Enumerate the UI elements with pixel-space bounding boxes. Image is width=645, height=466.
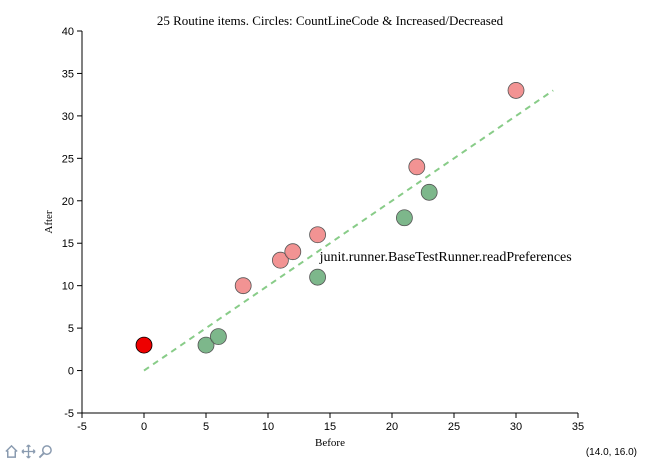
data-point-decreased-2 <box>309 268 327 286</box>
data-point-decreased-3 <box>395 209 413 227</box>
data-point-increased-4 <box>408 158 426 176</box>
x-tick-label: 30 <box>510 421 522 433</box>
data-point-decreased-0 <box>197 336 215 354</box>
x-tick-label: 35 <box>572 421 584 433</box>
home-icon[interactable] <box>4 444 19 459</box>
y-tick-label: 0 <box>68 366 74 378</box>
data-point-decreased-1 <box>209 328 227 346</box>
pan-icon[interactable] <box>21 444 36 459</box>
x-tick-label: 0 <box>141 421 147 433</box>
y-tick-label: -5 <box>64 408 74 420</box>
x-tick-label: -5 <box>77 421 87 433</box>
x-tick-label: 25 <box>448 421 460 433</box>
y-tick-label: 20 <box>62 196 74 208</box>
plot-area <box>135 82 554 372</box>
y-tick-label: 35 <box>62 68 74 80</box>
data-point-increased-2 <box>284 243 302 261</box>
data-point-increased-3 <box>309 226 327 244</box>
data-point-increased-1 <box>271 251 289 269</box>
y-tick-label: 5 <box>68 323 74 335</box>
y-axis-title: After <box>43 210 55 234</box>
y-tick-label: 40 <box>62 26 74 38</box>
zoom-icon[interactable] <box>38 444 53 459</box>
reference-line <box>143 89 554 372</box>
data-point-increased-0 <box>234 277 252 295</box>
x-tick-label: 20 <box>386 421 398 433</box>
x-tick-label: 10 <box>262 421 274 433</box>
x-axis-title: Before <box>315 437 345 449</box>
data-point-highlighted-0 <box>135 336 153 354</box>
x-tick-label: 5 <box>203 421 209 433</box>
x-tick-label: 15 <box>324 421 336 433</box>
point-annotation: junit.runner.BaseTestRunner.readPreferen… <box>319 250 572 265</box>
y-tick-label: 25 <box>62 153 74 165</box>
data-point-increased-5 <box>507 82 525 99</box>
y-tick-label: 30 <box>62 111 74 123</box>
y-tick-label: 15 <box>62 238 74 250</box>
chart-title: 25 Routine items. Circles: CountLineCode… <box>157 13 504 28</box>
toolbar <box>4 444 53 459</box>
y-tick-label: 10 <box>62 281 74 293</box>
coordinate-readout: (14.0, 16.0) <box>585 447 637 458</box>
axes: -5 0 5 10 15 20 25 30 35 -5 0 5 10 15 20 25 30 35 40 <box>62 26 584 433</box>
data-point-decreased-4 <box>420 183 438 201</box>
